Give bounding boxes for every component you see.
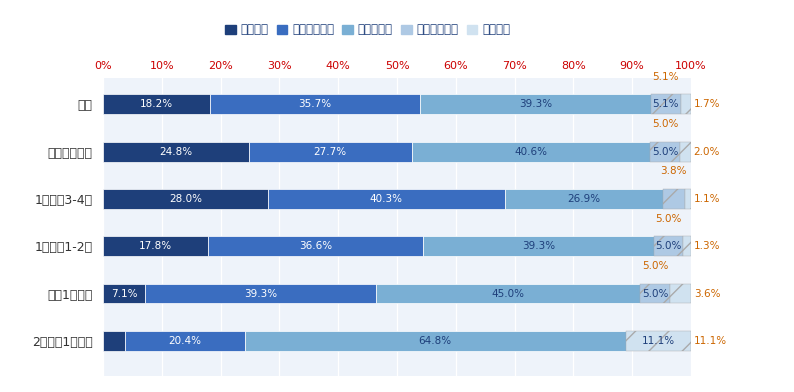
Text: 45.0%: 45.0% <box>491 289 525 299</box>
Bar <box>376 284 640 303</box>
Bar <box>103 331 125 351</box>
Text: 5.1%: 5.1% <box>653 100 679 109</box>
Text: 5.1%: 5.1% <box>653 72 679 82</box>
Text: 3.6%: 3.6% <box>694 289 720 299</box>
Bar <box>103 94 210 114</box>
Text: 24.8%: 24.8% <box>160 147 193 157</box>
Bar <box>504 189 662 209</box>
Bar <box>125 331 245 351</box>
Bar <box>103 189 268 209</box>
Bar <box>651 94 680 114</box>
Text: 3.8%: 3.8% <box>661 166 687 176</box>
Text: 39.3%: 39.3% <box>244 289 277 299</box>
Bar <box>103 142 249 162</box>
Text: 1.1%: 1.1% <box>694 194 720 204</box>
Bar <box>411 142 650 162</box>
Bar <box>208 236 423 256</box>
Bar <box>210 94 420 114</box>
Text: 18.2%: 18.2% <box>140 100 173 109</box>
Text: 39.3%: 39.3% <box>518 100 552 109</box>
Text: 1.3%: 1.3% <box>694 241 720 251</box>
Bar <box>669 284 691 303</box>
Bar <box>683 236 691 256</box>
Text: 20.4%: 20.4% <box>168 336 202 346</box>
Text: 64.8%: 64.8% <box>418 336 452 346</box>
Text: 5.0%: 5.0% <box>652 119 678 129</box>
Text: 7.1%: 7.1% <box>111 289 137 299</box>
Text: 26.9%: 26.9% <box>567 194 600 204</box>
Text: 5.0%: 5.0% <box>655 241 681 251</box>
Text: 40.3%: 40.3% <box>370 194 403 204</box>
Bar <box>245 331 626 351</box>
Bar <box>653 236 683 256</box>
Bar <box>680 142 692 162</box>
Bar <box>249 142 411 162</box>
Text: 40.6%: 40.6% <box>515 147 548 157</box>
Text: 27.7%: 27.7% <box>314 147 347 157</box>
Text: 5.0%: 5.0% <box>642 289 668 299</box>
Text: 11.1%: 11.1% <box>694 336 727 346</box>
Text: 1.7%: 1.7% <box>694 100 720 109</box>
Text: 2.0%: 2.0% <box>694 147 720 157</box>
Text: 5.0%: 5.0% <box>655 214 681 223</box>
Bar <box>423 236 653 256</box>
Text: 39.3%: 39.3% <box>522 241 555 251</box>
Bar <box>680 94 691 114</box>
Legend: 向上した, やや向上した, 変わらない, やや低下した, 低下した: 向上した, やや向上した, 変わらない, やや低下した, 低下した <box>221 19 515 41</box>
Bar <box>685 189 692 209</box>
Bar <box>640 284 669 303</box>
Bar <box>103 284 145 303</box>
Bar <box>650 142 680 162</box>
Bar <box>626 331 691 351</box>
Bar <box>662 189 685 209</box>
Bar <box>145 284 376 303</box>
Text: 35.7%: 35.7% <box>299 100 332 109</box>
Text: 5.0%: 5.0% <box>642 261 668 271</box>
Bar <box>103 236 208 256</box>
Text: 17.8%: 17.8% <box>139 241 172 251</box>
Bar <box>420 94 651 114</box>
Text: 28.0%: 28.0% <box>169 194 202 204</box>
Text: 36.6%: 36.6% <box>299 241 332 251</box>
Text: 5.0%: 5.0% <box>652 147 678 157</box>
Bar <box>268 189 504 209</box>
Text: 11.1%: 11.1% <box>642 336 675 346</box>
